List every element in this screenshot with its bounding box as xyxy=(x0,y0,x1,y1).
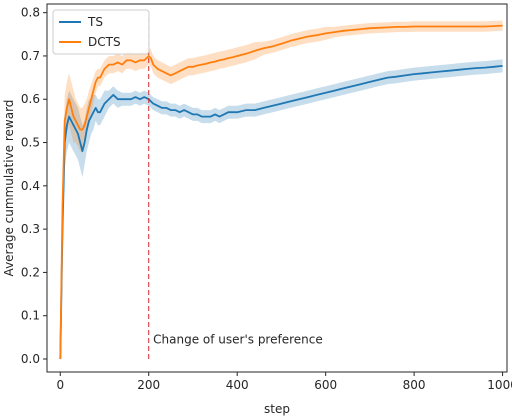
x-tick-label: 0 xyxy=(56,378,64,392)
series-line-dcts xyxy=(59,24,503,360)
plot-frame xyxy=(46,3,508,373)
series-lines xyxy=(59,24,503,360)
y-tick-label: 0.5 xyxy=(21,136,40,150)
y-tick-label: 0.2 xyxy=(21,265,40,279)
y-tick-label: 0.8 xyxy=(21,6,40,20)
y-axis: 0.0 0.1 0.2 0.3 0.4 0.5 0.6 0.7 0.8 xyxy=(21,6,47,366)
y-tick-label: 0.1 xyxy=(21,309,40,323)
legend-label-dcts: DCTS xyxy=(88,35,121,49)
y-tick-label: 0.3 xyxy=(21,222,40,236)
x-tick-label: 800 xyxy=(403,378,426,392)
legend-label-ts: TS xyxy=(87,15,103,29)
y-tick-label: 0.6 xyxy=(21,92,40,106)
y-tick-label: 0.4 xyxy=(21,179,40,193)
y-axis-label: Average cummulative reward xyxy=(2,100,16,277)
series-line-ts xyxy=(59,65,503,360)
x-tick-label: 400 xyxy=(226,378,249,392)
x-axis-label: step xyxy=(264,402,290,416)
y-tick-label: 0.7 xyxy=(21,49,40,63)
y-tick-label: 0.0 xyxy=(21,352,40,366)
x-tick-label: 600 xyxy=(314,378,337,392)
x-tick-label: 200 xyxy=(137,378,160,392)
annotation-text: Change of user's preference xyxy=(153,333,323,347)
legend: TS DCTS xyxy=(52,9,150,55)
